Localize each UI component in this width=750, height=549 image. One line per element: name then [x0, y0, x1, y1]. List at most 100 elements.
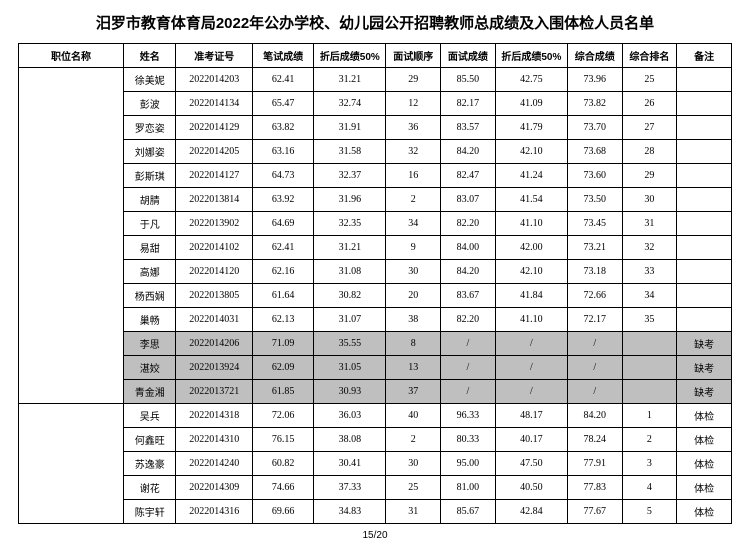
cell-ticket: 2022014316	[176, 500, 253, 524]
cell-written-score: 62.41	[253, 236, 314, 260]
cell-interview-order: 31	[386, 500, 441, 524]
cell-note	[677, 92, 732, 116]
table-row: 高娜202201412062.1631.083084.2042.1073.183…	[19, 260, 732, 284]
cell-name: 胡腈	[123, 188, 175, 212]
cell-total-score: 73.70	[567, 116, 622, 140]
cell-ticket: 2022014102	[176, 236, 253, 260]
cell-total-score: 73.82	[567, 92, 622, 116]
cell-note: 体检	[677, 476, 732, 500]
cell-total-score: 84.20	[567, 404, 622, 428]
cell-rank: 4	[622, 476, 677, 500]
table-row: 易甜202201410262.4131.21984.0042.0073.2132	[19, 236, 732, 260]
cell-interview-score: 82.20	[441, 308, 496, 332]
cell-total-score: /	[567, 356, 622, 380]
table-row: 何鑫旺202201431076.1538.08280.3340.1778.242…	[19, 428, 732, 452]
cell-ticket: 2022014031	[176, 308, 253, 332]
cell-written-score: 62.09	[253, 356, 314, 380]
col-note: 备注	[677, 44, 732, 68]
cell-total-score: 77.83	[567, 476, 622, 500]
cell-rank: 28	[622, 140, 677, 164]
cell-rank: 25	[622, 68, 677, 92]
results-table: 职位名称 姓名 准考证号 笔试成绩 折后成绩50% 面试顺序 面试成绩 折后成绩…	[18, 43, 732, 524]
cell-position	[19, 404, 124, 524]
cell-total-score: 73.68	[567, 140, 622, 164]
table-body: 徐美妮202201420362.4131.212985.5042.7573.96…	[19, 68, 732, 524]
cell-written-score: 72.06	[253, 404, 314, 428]
cell-interview-order: 40	[386, 404, 441, 428]
cell-total-score: 77.91	[567, 452, 622, 476]
table-row: 刘娜姿202201420563.1631.583284.2042.1073.68…	[19, 140, 732, 164]
cell-interview-order: 2	[386, 188, 441, 212]
page-title: 汨罗市教育体育局2022年公办学校、幼儿园公开招聘教师总成绩及入围体检人员名单	[18, 12, 732, 33]
cell-ticket: 2022014127	[176, 164, 253, 188]
cell-written-score: 76.15	[253, 428, 314, 452]
cell-rank: 33	[622, 260, 677, 284]
cell-interview-order: 20	[386, 284, 441, 308]
cell-written-half: 31.21	[314, 236, 386, 260]
cell-note	[677, 116, 732, 140]
cell-name: 何鑫旺	[123, 428, 175, 452]
cell-rank: 34	[622, 284, 677, 308]
cell-interview-order: 37	[386, 380, 441, 404]
cell-interview-half: 41.84	[495, 284, 567, 308]
cell-ticket: 2022013805	[176, 284, 253, 308]
cell-interview-score: 82.17	[441, 92, 496, 116]
cell-rank: 5	[622, 500, 677, 524]
cell-interview-half: 42.10	[495, 140, 567, 164]
cell-name: 巢畅	[123, 308, 175, 332]
cell-name: 湛姣	[123, 356, 175, 380]
cell-interview-score: 80.33	[441, 428, 496, 452]
cell-interview-half: 40.50	[495, 476, 567, 500]
cell-name: 吴兵	[123, 404, 175, 428]
cell-note	[677, 188, 732, 212]
cell-interview-half: 42.84	[495, 500, 567, 524]
cell-note	[677, 140, 732, 164]
col-interview-half: 折后成绩50%	[495, 44, 567, 68]
cell-interview-half: /	[495, 332, 567, 356]
cell-interview-order: 2	[386, 428, 441, 452]
table-row: 谢花202201430974.6637.332581.0040.5077.834…	[19, 476, 732, 500]
cell-written-half: 32.74	[314, 92, 386, 116]
cell-ticket: 2022014309	[176, 476, 253, 500]
cell-name: 刘娜姿	[123, 140, 175, 164]
table-row: 李思202201420671.0935.558///缺考	[19, 332, 732, 356]
cell-interview-half: /	[495, 380, 567, 404]
cell-written-half: 30.82	[314, 284, 386, 308]
cell-written-score: 65.47	[253, 92, 314, 116]
cell-interview-half: 41.79	[495, 116, 567, 140]
cell-interview-half: /	[495, 356, 567, 380]
cell-interview-half: 40.17	[495, 428, 567, 452]
cell-rank	[622, 356, 677, 380]
col-interview-score: 面试成绩	[441, 44, 496, 68]
cell-ticket: 2022014206	[176, 332, 253, 356]
table-row: 胡腈202201381463.9231.96283.0741.5473.5030	[19, 188, 732, 212]
cell-interview-order: 13	[386, 356, 441, 380]
cell-rank	[622, 332, 677, 356]
cell-written-score: 62.41	[253, 68, 314, 92]
cell-interview-score: /	[441, 332, 496, 356]
cell-total-score: 73.60	[567, 164, 622, 188]
cell-rank: 29	[622, 164, 677, 188]
cell-written-score: 63.92	[253, 188, 314, 212]
cell-interview-score: 96.33	[441, 404, 496, 428]
cell-written-half: 38.08	[314, 428, 386, 452]
cell-written-half: 31.91	[314, 116, 386, 140]
cell-rank: 3	[622, 452, 677, 476]
cell-written-score: 63.82	[253, 116, 314, 140]
cell-interview-score: 84.00	[441, 236, 496, 260]
cell-interview-order: 30	[386, 260, 441, 284]
col-rank: 综合排名	[622, 44, 677, 68]
cell-interview-score: 83.57	[441, 116, 496, 140]
cell-written-score: 74.66	[253, 476, 314, 500]
cell-written-score: 61.64	[253, 284, 314, 308]
cell-interview-score: 82.47	[441, 164, 496, 188]
cell-rank: 1	[622, 404, 677, 428]
cell-interview-order: 30	[386, 452, 441, 476]
cell-written-half: 31.21	[314, 68, 386, 92]
cell-interview-score: 85.67	[441, 500, 496, 524]
cell-written-half: 37.33	[314, 476, 386, 500]
cell-total-score: 73.50	[567, 188, 622, 212]
cell-note: 体检	[677, 404, 732, 428]
table-row: 彭波202201413465.4732.741282.1741.0973.822…	[19, 92, 732, 116]
cell-name: 徐美妮	[123, 68, 175, 92]
